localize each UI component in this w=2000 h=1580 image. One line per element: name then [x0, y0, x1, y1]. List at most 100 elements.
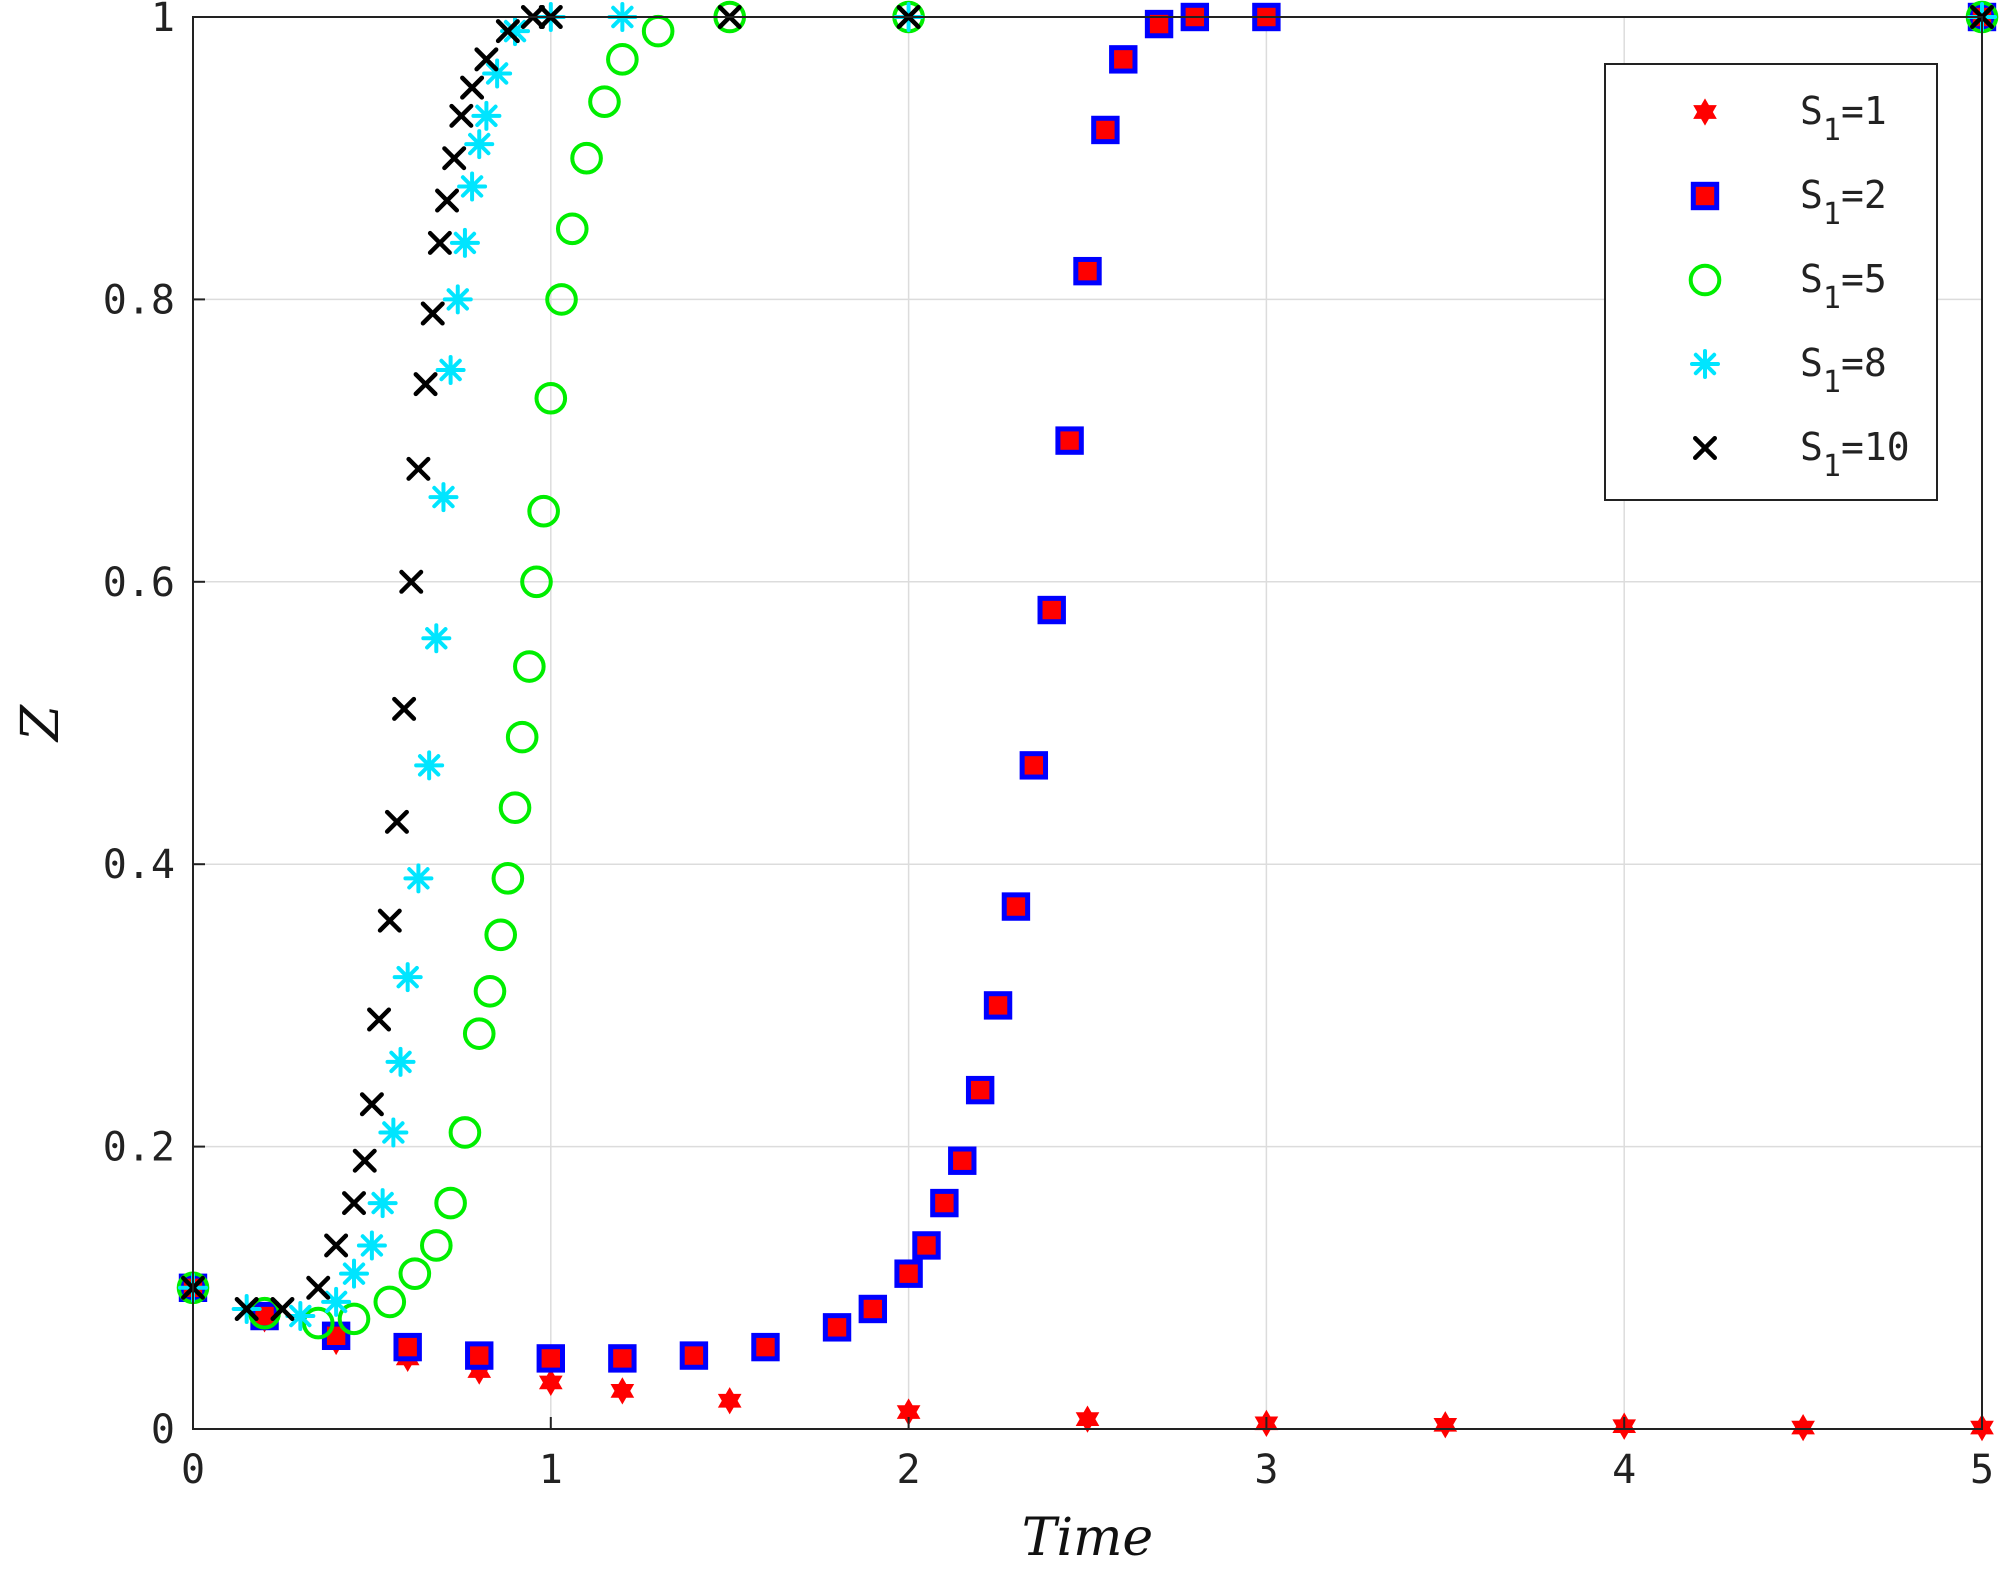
data-point — [513, 650, 546, 683]
x-axis-label: Time — [1022, 1508, 1153, 1568]
legend-item: S1=1 — [1693, 89, 1887, 148]
data-point — [896, 1398, 921, 1426]
data-point — [385, 1046, 416, 1077]
data-point — [449, 227, 480, 258]
data-point — [1019, 751, 1049, 780]
data-point — [392, 962, 423, 993]
data-point — [1109, 45, 1138, 74]
data-point — [536, 1344, 565, 1373]
data-point — [527, 494, 560, 528]
data-point — [498, 791, 532, 825]
data-point — [1091, 115, 1120, 145]
legend-item: S1=2 — [1690, 173, 1887, 232]
data-point — [608, 1344, 637, 1373]
legend-marker — [1693, 436, 1717, 460]
data-point — [448, 1116, 482, 1149]
data-point — [306, 1275, 331, 1300]
legend-label: S1=5 — [1800, 257, 1887, 316]
data-point — [751, 1332, 780, 1362]
data-point — [505, 720, 539, 754]
data-point — [570, 141, 603, 175]
data-point — [462, 1017, 496, 1050]
data-point — [398, 1257, 432, 1290]
data-point — [460, 75, 485, 100]
x-tick-label: 0 — [181, 1447, 205, 1493]
data-point — [339, 1258, 370, 1289]
data-point — [392, 696, 417, 721]
x-tick-label: 5 — [1970, 1447, 1994, 1493]
data-point — [822, 1313, 852, 1342]
data-point — [337, 1302, 371, 1336]
data-point — [482, 58, 513, 89]
data-point — [434, 1186, 467, 1220]
legend-label: S1=1 — [1800, 89, 1887, 148]
legend-label: S1=10 — [1800, 425, 1910, 484]
data-point — [491, 862, 525, 895]
data-point — [367, 1188, 398, 1219]
data-point — [406, 456, 431, 481]
data-point — [484, 918, 518, 952]
data-point — [545, 283, 578, 316]
data-point — [384, 809, 409, 834]
data-point — [342, 1191, 367, 1216]
data-point — [359, 1092, 384, 1117]
data-point — [403, 863, 434, 894]
y-axis-label: Z — [11, 704, 71, 743]
data-point — [367, 1007, 392, 1032]
data-point — [427, 230, 452, 255]
data-point — [378, 1117, 409, 1148]
data-point — [377, 908, 402, 933]
data-point — [428, 482, 459, 513]
data-point — [1001, 892, 1031, 921]
data-point — [894, 1259, 923, 1288]
data-point — [421, 623, 452, 654]
legend-marker — [1688, 263, 1722, 297]
y-tick-label: 0.4 — [103, 842, 175, 888]
data-point — [420, 1229, 453, 1262]
data-point — [610, 1377, 635, 1405]
data-point — [1144, 9, 1174, 39]
legend-label: S1=8 — [1800, 341, 1887, 400]
data-point — [435, 188, 460, 213]
data-point — [912, 1231, 941, 1260]
legend-marker — [1693, 98, 1717, 126]
data-point — [234, 1296, 259, 1321]
data-point — [717, 1387, 742, 1415]
data-point — [270, 1296, 295, 1321]
data-point — [393, 1332, 422, 1362]
data-point — [465, 1341, 494, 1370]
legend-label: S1=2 — [1800, 173, 1887, 232]
data-point — [520, 565, 553, 599]
data-point — [373, 1285, 407, 1319]
y-tick-label: 0 — [151, 1407, 175, 1453]
y-tick-label: 0.2 — [103, 1125, 175, 1171]
data-point — [534, 381, 568, 415]
data-point — [435, 355, 466, 385]
data-point — [399, 569, 424, 594]
legend: S1=1 S1=2 S1=5 S1=8 S1=10 — [1604, 63, 1938, 501]
data-point — [414, 750, 445, 781]
legend-item: S1=5 — [1688, 257, 1887, 316]
data-point — [679, 1341, 709, 1370]
series-3 — [176, 0, 1999, 1340]
data-point — [442, 284, 473, 315]
data-point — [1075, 1405, 1100, 1433]
data-point — [858, 1294, 888, 1324]
data-point — [324, 1233, 349, 1258]
data-point — [606, 43, 639, 76]
data-point — [1037, 595, 1066, 625]
y-tick-label: 0.6 — [103, 560, 175, 606]
legend-marker — [1690, 181, 1720, 211]
data-point — [495, 19, 520, 44]
legend-box — [1604, 63, 1938, 501]
data-point — [474, 47, 499, 72]
data-point — [457, 171, 488, 202]
data-point — [983, 991, 1013, 1020]
plot-frame — [192, 16, 1983, 1430]
data-point — [321, 1286, 352, 1317]
x-tick-label: 2 — [897, 1447, 921, 1493]
y-tick-label: 0.8 — [103, 277, 175, 323]
data-point — [449, 103, 474, 128]
data-point — [464, 129, 495, 160]
